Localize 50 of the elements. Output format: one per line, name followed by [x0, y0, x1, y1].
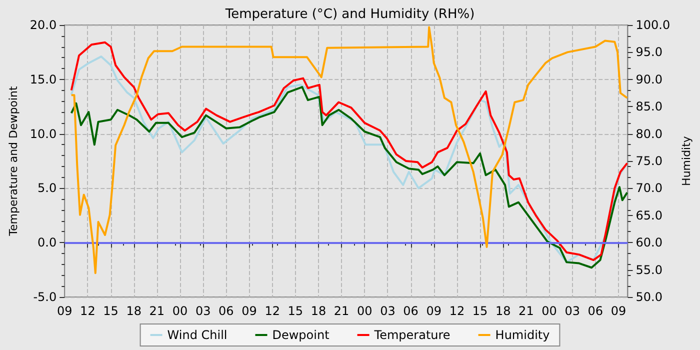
y2-tick-label: 60.0 [636, 236, 662, 250]
y2-tick-label: 65.0 [636, 208, 662, 222]
x-tick-label: 09 [426, 304, 442, 318]
legend-label: Temperature [373, 328, 450, 342]
chart-title: Temperature (°C) and Humidity (RH%) [224, 7, 475, 22]
y-tick-label: 5.0 [38, 181, 57, 196]
x-tick-label: 18 [495, 304, 511, 318]
y-tick-label: -5.0 [33, 290, 57, 304]
x-tick-label: 06 [218, 304, 234, 318]
y2-tick-label: 80.0 [636, 126, 662, 141]
x-tick-label: 12 [449, 304, 465, 318]
x-tick-label: 00 [172, 304, 188, 318]
x-tick-label: 06 [588, 304, 604, 318]
x-tick-label: 09 [610, 304, 626, 318]
x-tick-label: 00 [542, 304, 557, 318]
x-tick-label: 18 [126, 304, 142, 318]
y2-tick-label: 95.0 [636, 45, 662, 60]
x-tick-label: 15 [472, 304, 488, 318]
x-tick-label: 00 [357, 304, 372, 318]
y-tick-label: 20.0 [30, 18, 57, 32]
x-tick-label: 09 [56, 304, 72, 318]
x-tick-label: 15 [288, 304, 304, 318]
x-tick-label: 03 [564, 304, 580, 318]
x-tick-label: 21 [334, 304, 350, 318]
x-tick-label: 15 [103, 304, 118, 318]
y2-tick-label: 55.0 [636, 262, 662, 277]
y-tick-label: 0.0 [38, 236, 57, 250]
x-tick-label: 03 [380, 304, 396, 318]
y2-axis-title: Humidity [680, 136, 693, 186]
x-tick-label: 03 [195, 304, 211, 318]
x-tick-label: 12 [80, 304, 96, 318]
legend-label: Humidity [495, 328, 550, 342]
y-axis-title: Temperature and Dewpoint [7, 85, 20, 237]
x-tick-label: 09 [242, 304, 257, 318]
y2-tick-label: 100.0 [636, 18, 670, 32]
x-tick-label: 21 [518, 304, 534, 318]
y-tick-label: 15.0 [30, 72, 57, 86]
legend-label: Dewpoint [272, 328, 330, 342]
y-tick-label: 10.0 [30, 126, 57, 141]
y2-tick-label: 90.0 [636, 72, 662, 86]
y2-tick-label: 75.0 [636, 154, 662, 168]
y2-tick-label: 85.0 [636, 100, 662, 114]
x-tick-label: 18 [310, 304, 326, 318]
x-tick-label: 21 [149, 304, 165, 318]
legend-label: Wind Chill [167, 328, 228, 342]
line-series [70, 86, 628, 269]
y2-tick-label: 50.0 [636, 290, 662, 304]
y2-tick-label: 70.0 [636, 181, 662, 196]
x-tick-label: 12 [264, 304, 280, 318]
x-tick-label: 06 [403, 304, 418, 318]
